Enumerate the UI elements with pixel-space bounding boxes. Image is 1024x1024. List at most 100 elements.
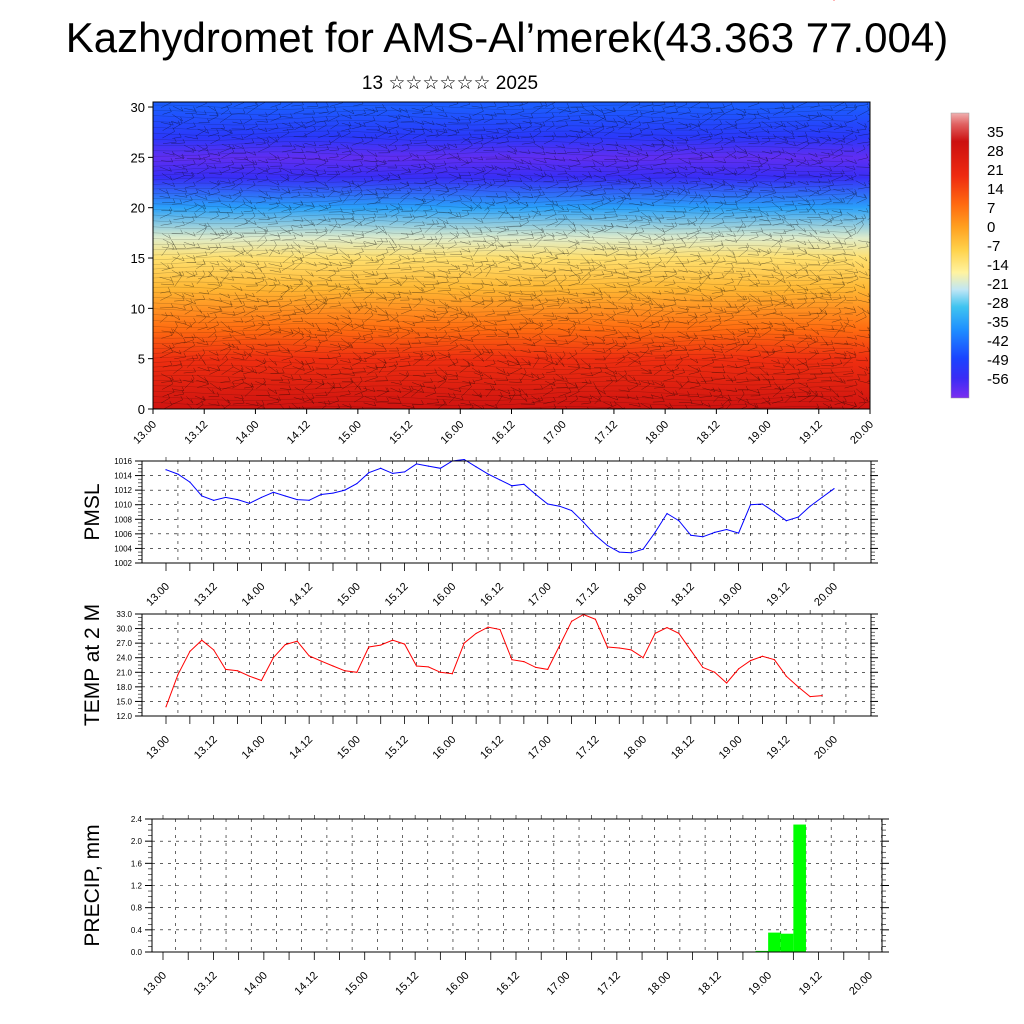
wind-barb [473, 157, 483, 161]
wind-barb [714, 202, 727, 204]
wind-barb-flag [207, 189, 211, 195]
wind-barb [267, 223, 278, 225]
wind-barb-flag [456, 212, 459, 218]
wind-barb-flag [348, 121, 352, 126]
wind-barb [318, 106, 329, 108]
wind-barb [714, 204, 723, 211]
wind-barb [690, 165, 704, 171]
wind-barb [629, 186, 641, 190]
wind-barb-flag [231, 160, 234, 165]
wind-barb-flag [579, 179, 583, 184]
wind-barb-flag [338, 223, 341, 228]
wind-barb [268, 109, 278, 116]
wind-barb-flag [323, 215, 326, 220]
wind-barb [221, 133, 232, 138]
wind-barb [389, 178, 401, 181]
wind-barb-flag [291, 102, 293, 104]
wind-barb-flag [384, 159, 387, 164]
wind-barb [447, 156, 460, 159]
wind-barb-flag [302, 159, 305, 164]
wind-barb [448, 103, 459, 107]
wind-barb [797, 144, 810, 152]
wind-barb-flag [708, 207, 711, 212]
wind-barb [797, 135, 808, 137]
wind-barb-flag [578, 133, 581, 138]
wind-barb [630, 115, 643, 123]
wind-barb [508, 180, 522, 182]
wind-barb-flag [621, 196, 624, 202]
wind-barb [450, 115, 461, 122]
wind-barb-flag [509, 412, 511, 416]
wind-barb-flag [169, 206, 173, 212]
wind-barb-flag [783, 174, 787, 179]
wind-barb [642, 143, 655, 148]
wind-barb [198, 224, 210, 227]
wind-barb-flag [804, 131, 808, 136]
wind-barb-flag [709, 134, 712, 139]
wind-barb-flag [446, 219, 449, 224]
wind-barb [627, 184, 635, 197]
wind-barb-flag [274, 155, 277, 160]
wind-barb [472, 110, 484, 116]
wind-barb-flag [370, 176, 374, 181]
wind-barb [483, 210, 490, 219]
wind-barb [807, 115, 820, 122]
wind-barb-flag [792, 134, 795, 139]
wind-barb-flag [842, 134, 846, 140]
wind-barb [714, 160, 726, 163]
wind-barb-flag [753, 215, 757, 220]
wind-barb-flag [878, 189, 880, 193]
wind-barb [244, 204, 257, 210]
wind-barb-flag [242, 199, 245, 204]
wind-barb [567, 173, 576, 180]
wind-barb-flag [749, 187, 752, 193]
wind-barb-flag [446, 187, 449, 192]
wind-barb-flag [193, 181, 196, 187]
wind-barb [508, 167, 517, 174]
wind-barb [653, 189, 665, 194]
wind-barb [508, 411, 521, 414]
wind-barb-flag [671, 139, 675, 144]
wind-barb-flag [349, 188, 353, 193]
wind-barb [762, 150, 773, 155]
wind-barb [664, 150, 678, 154]
wind-barb [798, 219, 812, 224]
wind-barb [725, 121, 738, 129]
wind-barb [785, 181, 796, 185]
wind-barb-flag [639, 201, 643, 206]
wind-barb [294, 163, 305, 167]
wind-barb-flag [386, 176, 390, 181]
wind-barb-flag [878, 376, 880, 380]
wind-barb-flag [628, 195, 632, 200]
wind-barb-flag [760, 212, 763, 217]
wind-barb-flag [279, 102, 282, 105]
wind-barb-flag [758, 192, 762, 198]
wind-barb-flag [829, 122, 833, 127]
wind-barb [846, 138, 858, 145]
wind-barb [738, 155, 748, 159]
wind-barb [208, 201, 221, 203]
wind-barb-flag [301, 102, 304, 105]
wind-barb [870, 279, 878, 285]
wind-barb-flag [790, 157, 794, 162]
wind-barb [629, 145, 643, 151]
wind-barb [243, 197, 253, 205]
wind-barb [315, 158, 329, 162]
wind-barb-flag [253, 151, 257, 156]
wind-barb-flag [191, 113, 195, 118]
wind-barb-flag [710, 112, 713, 117]
wind-barb-flag [279, 161, 283, 167]
wind-barb-flag [482, 126, 486, 131]
wind-barb-flag [184, 188, 188, 193]
wind-barb-flag [409, 213, 413, 218]
wind-barb [507, 196, 520, 205]
wind-barb [473, 118, 485, 123]
wind-barb-flag [458, 212, 462, 217]
wind-barb [330, 189, 344, 194]
wind-barb-flag [615, 212, 618, 217]
wind-barb-flag [445, 167, 448, 172]
wind-barb [496, 141, 509, 145]
wind-barb [401, 143, 412, 146]
wind-barb [496, 122, 508, 124]
wind-barb [832, 138, 846, 145]
